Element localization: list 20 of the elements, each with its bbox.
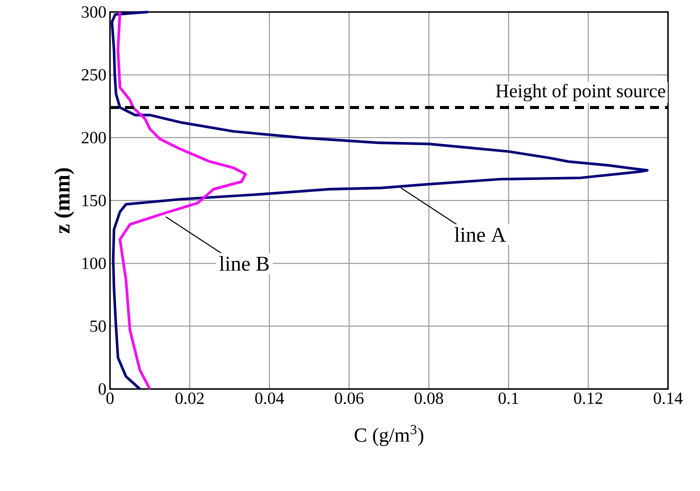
annotation: line B [219, 256, 269, 271]
annotation: line A [454, 227, 506, 242]
y-tick-label: 0 [98, 383, 106, 395]
y-tick-label: 150 [82, 194, 106, 206]
ref-line-label: Height of point source [496, 84, 666, 102]
x-tick-label: 0.12 [574, 392, 602, 404]
y-tick-label: 50 [90, 320, 106, 332]
x-tick-label: 0 [106, 392, 114, 404]
y-tick-label: 250 [82, 69, 106, 81]
y-axis-title: z (mm) [54, 168, 74, 234]
y-tick-label: 100 [82, 258, 106, 270]
x-tick-label: 0.06 [334, 392, 364, 404]
x-axis-title: C (g/m$^{3}$) [354, 424, 424, 446]
y-tick-label: 300 [82, 6, 106, 18]
y-tick-label: 200 [82, 132, 106, 144]
x-tick-label: 0.14 [654, 392, 683, 404]
x-tick-label: 0.02 [175, 392, 204, 404]
x-tick-label: 0.1 [498, 392, 518, 404]
x-tick-label: 0.04 [255, 392, 284, 404]
x-tick-label: 0.08 [414, 392, 444, 404]
